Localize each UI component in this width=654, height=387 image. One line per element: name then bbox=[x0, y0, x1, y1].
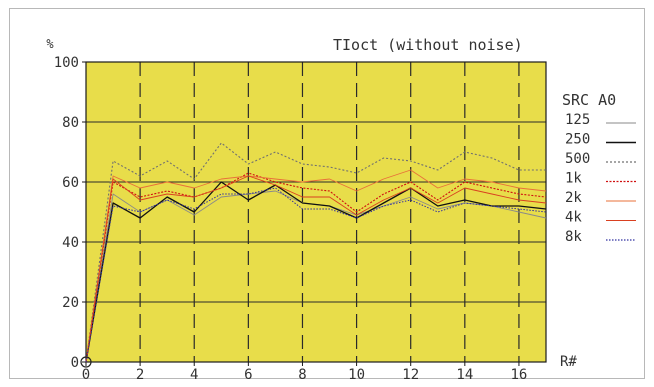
y-tick-label: 100 bbox=[54, 55, 79, 71]
plot-area bbox=[86, 62, 546, 362]
x-tick-label: 10 bbox=[348, 367, 365, 383]
y-tick-label: 0 bbox=[71, 355, 79, 371]
chart-title: TIoct (without noise) bbox=[333, 36, 523, 54]
legend-title: SRC A0 bbox=[562, 91, 616, 109]
y-tick-label: 80 bbox=[62, 115, 79, 131]
x-tick-label: 6 bbox=[244, 367, 252, 383]
x-tick-label: 12 bbox=[402, 367, 419, 383]
legend-label-2k: 2k bbox=[565, 190, 582, 206]
legend-label-125: 125 bbox=[565, 112, 590, 128]
legend: SRC A0 125 250 500 1k 2k 4k 8k bbox=[562, 91, 636, 245]
legend-label-4k: 4k bbox=[565, 210, 582, 226]
legend-label-500: 500 bbox=[565, 151, 590, 167]
x-tick-label: 0 bbox=[82, 367, 90, 383]
series-lines bbox=[85, 142, 547, 363]
x-tick-label: 4 bbox=[190, 367, 198, 383]
y-tick-label: 20 bbox=[62, 295, 79, 311]
x-tick-label: 8 bbox=[298, 367, 306, 383]
plot-border bbox=[85, 61, 547, 363]
series-line-4k bbox=[85, 175, 547, 363]
series-line-8k bbox=[85, 187, 547, 363]
axes: 0 2 4 6 8 10 12 14 16 0 20 40 60 80 100 bbox=[54, 55, 547, 383]
y-tick-label: 40 bbox=[62, 235, 79, 251]
x-tick-label: 2 bbox=[136, 367, 144, 383]
x-axis-label: R# bbox=[560, 354, 577, 370]
series-line-500 bbox=[85, 142, 546, 363]
series-line-2k bbox=[85, 169, 547, 363]
y-tick-label: 60 bbox=[62, 175, 79, 191]
series-line-250 bbox=[85, 181, 547, 363]
y-axis-label: % bbox=[46, 37, 54, 51]
legend-label-250: 250 bbox=[565, 132, 590, 148]
legend-label-8k: 8k bbox=[565, 229, 582, 245]
x-tick-label: 14 bbox=[456, 367, 473, 383]
origin-marker bbox=[80, 356, 92, 368]
legend-label-1k: 1k bbox=[565, 171, 582, 187]
series-line-1k bbox=[85, 172, 547, 363]
x-tick-label: 16 bbox=[511, 367, 528, 383]
